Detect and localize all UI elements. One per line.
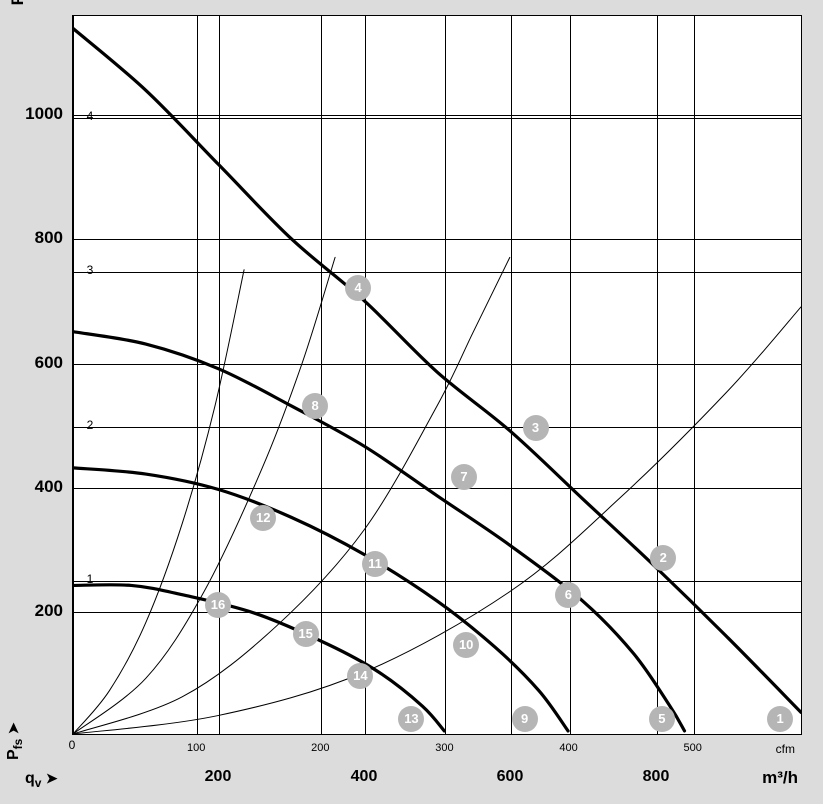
marker-15: 15 [293, 621, 319, 647]
marker-13: 13 [398, 706, 424, 732]
x-tick-label: 400 [351, 768, 378, 786]
marker-14: 14 [347, 663, 373, 689]
marker-16: 16 [205, 592, 231, 618]
marker-12: 12 [250, 505, 276, 531]
y2-tick-label: 4 [80, 109, 100, 123]
qv-label: qv ➤ [25, 770, 58, 790]
grid-line-h [73, 118, 801, 119]
grid-line-h [73, 488, 801, 489]
marker-6: 6 [555, 582, 581, 608]
qv-text: qv [25, 770, 41, 787]
curves-svg [73, 16, 801, 734]
y2-tick-label: 1 [80, 572, 100, 586]
x2-tick-label: 100 [187, 742, 205, 754]
grid-line-v [321, 16, 322, 734]
x-tick-label: 600 [497, 768, 524, 786]
marker-3: 3 [523, 415, 549, 441]
curve [73, 257, 335, 734]
marker-8: 8 [302, 393, 328, 419]
marker-10: 10 [453, 632, 479, 658]
x2-tick-label: 200 [311, 742, 329, 754]
pfs-text: Pfs [5, 739, 22, 760]
grid-line-v [73, 16, 74, 734]
pfs-label: Pfs ➤ [5, 722, 25, 760]
y-tick-label: 600 [8, 353, 63, 373]
grid-line-v [445, 16, 446, 734]
y-tick-label: 1000 [8, 104, 63, 124]
grid-line-h [73, 272, 801, 273]
marker-9: 9 [512, 706, 538, 732]
y-tick-label: 400 [8, 477, 63, 497]
x-tick-label: 800 [643, 768, 670, 786]
marker-2: 2 [650, 545, 676, 571]
chart-container: Pa in wg Pfs ➤ qv ➤ m³/h cfm 20040060080… [0, 0, 823, 804]
grid-line-h [73, 612, 801, 613]
curve [73, 28, 801, 712]
arrow-up-icon: ➤ [5, 722, 21, 734]
x2-tick-label: 400 [559, 742, 577, 754]
grid-line-v [657, 16, 658, 734]
x2-tick-label: 500 [684, 742, 702, 754]
grid-line-v [570, 16, 571, 734]
curve [73, 257, 510, 734]
arrow-right-icon: ➤ [46, 770, 58, 786]
y-tick-label: 800 [8, 228, 63, 248]
x-tick-label: 200 [205, 768, 232, 786]
grid-line-h [73, 364, 801, 365]
grid-line-v [219, 16, 220, 734]
grid-line-v [197, 16, 198, 734]
x2-tick-label: 300 [435, 742, 453, 754]
grid-line-h [73, 115, 801, 116]
x-tick-label: 0 [69, 738, 76, 752]
marker-7: 7 [451, 464, 477, 490]
x-axis-unit: m³/h [762, 768, 798, 788]
grid-line-h [73, 581, 801, 582]
y-axis-title: Pa [8, 0, 28, 15]
grid-line-v [365, 16, 366, 734]
grid-line-v [511, 16, 512, 734]
y2-tick-label: 3 [80, 263, 100, 277]
marker-5: 5 [649, 706, 675, 732]
y2-tick-label: 2 [80, 418, 100, 432]
marker-1: 1 [767, 706, 793, 732]
x2-axis-unit: cfm [776, 742, 795, 756]
grid-line-v [694, 16, 695, 734]
grid-line-h [73, 239, 801, 240]
marker-11: 11 [362, 551, 388, 577]
plot-area [72, 15, 802, 735]
grid-line-h [73, 427, 801, 428]
y-tick-label: 200 [8, 601, 63, 621]
marker-4: 4 [345, 275, 371, 301]
